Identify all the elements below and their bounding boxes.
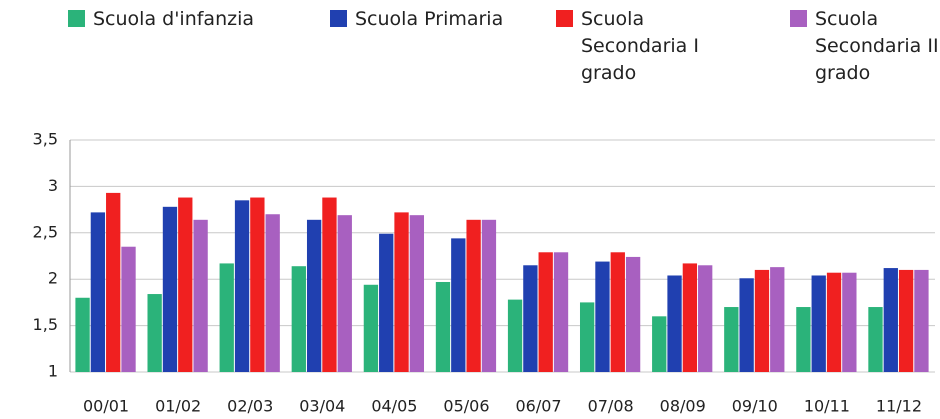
legend-swatch — [68, 10, 85, 27]
bar — [553, 252, 569, 372]
bar — [337, 215, 352, 372]
y-tick-label: 3 — [48, 176, 58, 195]
bar — [219, 263, 234, 372]
x-tick-label: 11/12 — [876, 397, 922, 416]
bar — [507, 299, 523, 372]
legend-label: Scuola Secondaria II grado — [815, 8, 939, 84]
bar — [379, 233, 394, 372]
y-tick-label: 1 — [48, 362, 58, 381]
bar — [811, 275, 826, 372]
bar — [265, 214, 280, 372]
x-tick-label: 07/08 — [588, 397, 634, 416]
legend-swatch — [330, 10, 347, 27]
bar — [193, 219, 208, 372]
bar — [435, 281, 451, 372]
bar — [770, 267, 785, 372]
x-tick-label: 10/11 — [804, 397, 850, 416]
bar — [826, 272, 842, 372]
bar — [121, 246, 136, 372]
bar — [322, 197, 337, 372]
bar — [754, 269, 770, 372]
x-tick-label: 08/09 — [660, 397, 706, 416]
bar — [883, 268, 898, 372]
bar — [595, 261, 610, 372]
x-tick-label: 09/10 — [732, 397, 778, 416]
y-tick-label: 2,5 — [33, 222, 58, 241]
bar — [682, 263, 698, 372]
bar — [842, 272, 857, 372]
legend-label: Scuola d'infanzia — [93, 8, 255, 30]
bar — [579, 302, 595, 372]
x-tick-label: 02/03 — [227, 397, 273, 416]
bar — [868, 307, 883, 372]
bar — [898, 269, 914, 372]
x-tick-label: 01/02 — [155, 397, 201, 416]
x-tick-label: 03/04 — [299, 397, 345, 416]
bar — [652, 316, 667, 372]
legend-swatch — [556, 10, 573, 27]
bar — [625, 256, 641, 372]
x-tick-label: 06/07 — [515, 397, 561, 416]
legend-item: Scuola Primaria — [330, 6, 503, 33]
bar — [75, 297, 90, 372]
bar — [162, 206, 178, 372]
legend-label: Scuola Primaria — [355, 8, 504, 30]
bar — [234, 200, 250, 372]
y-tick-label: 1,5 — [33, 315, 58, 334]
bar — [178, 197, 193, 372]
x-tick-label: 05/06 — [443, 397, 489, 416]
legend-label: Scuola Secondaria I grado — [581, 8, 699, 84]
y-tick-label: 3,5 — [33, 130, 58, 149]
x-tick-label: 00/01 — [83, 397, 129, 416]
bar — [106, 192, 121, 372]
bar — [147, 294, 162, 372]
bar — [667, 275, 682, 372]
bar — [796, 307, 811, 372]
bar — [291, 266, 306, 372]
bar — [523, 265, 538, 372]
legend-item: Scuola d'infanzia — [68, 6, 254, 33]
bar — [610, 252, 625, 372]
legend-swatch — [790, 10, 807, 27]
legend-item: Scuola Secondaria II grado — [790, 6, 940, 87]
y-tick-label: 2 — [48, 269, 58, 288]
bar — [451, 238, 466, 372]
bar — [363, 284, 379, 372]
bar — [698, 265, 713, 372]
bar — [914, 269, 929, 372]
x-tick-label: 04/05 — [371, 397, 417, 416]
bar — [538, 252, 553, 372]
bar — [250, 197, 265, 372]
bar — [90, 212, 106, 372]
legend-item: Scuola Secondaria I grado — [556, 6, 711, 87]
bar — [481, 219, 497, 372]
bar — [409, 215, 425, 372]
bar — [306, 219, 322, 372]
bar — [739, 278, 754, 372]
legend: Scuola d'infanzia Scuola Primaria Scuola S… — [0, 0, 940, 110]
bar — [724, 307, 739, 372]
bar — [394, 212, 409, 372]
bar — [466, 219, 481, 372]
